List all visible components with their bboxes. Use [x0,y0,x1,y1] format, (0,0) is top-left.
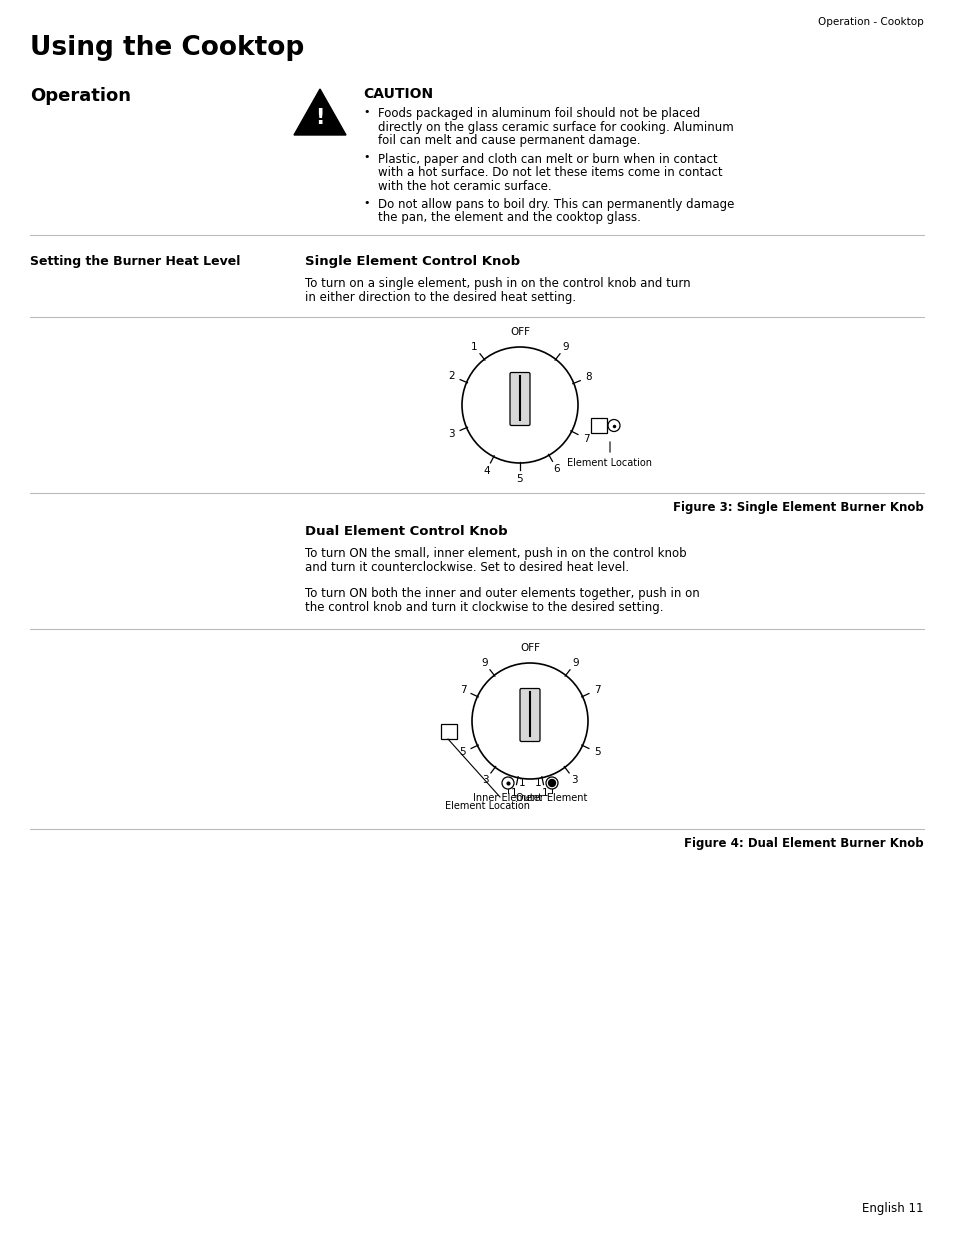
Text: Element Location: Element Location [444,802,530,811]
Text: Single Element Control Knob: Single Element Control Knob [305,254,519,268]
Text: Do not allow pans to boil dry. This can permanently damage: Do not allow pans to boil dry. This can … [377,198,734,211]
Text: Inner Element: Inner Element [473,793,542,803]
Text: •: • [363,107,369,117]
Text: in either direction to the desired heat setting.: in either direction to the desired heat … [305,291,576,304]
Text: foil can melt and cause permanent damage.: foil can melt and cause permanent damage… [377,135,639,147]
Text: the pan, the element and the cooktop glass.: the pan, the element and the cooktop gla… [377,211,640,225]
Text: 3: 3 [448,429,455,438]
Text: and turn it counterclockwise. Set to desired heat level.: and turn it counterclockwise. Set to des… [305,561,628,574]
Text: with the hot ceramic surface.: with the hot ceramic surface. [377,179,551,193]
Text: directly on the glass ceramic surface for cooking. Aluminum: directly on the glass ceramic surface fo… [377,121,733,133]
Text: Foods packaged in aluminum foil should not be placed: Foods packaged in aluminum foil should n… [377,107,700,120]
Text: Operation - Cooktop: Operation - Cooktop [818,17,923,27]
Text: To turn ON the small, inner element, push in on the control knob: To turn ON the small, inner element, pus… [305,547,686,559]
Text: Element Location: Element Location [567,458,652,468]
Text: !: ! [315,107,324,127]
Text: Plastic, paper and cloth can melt or burn when in contact: Plastic, paper and cloth can melt or bur… [377,152,717,165]
Text: CAUTION: CAUTION [363,86,433,101]
Text: Dual Element Control Knob: Dual Element Control Knob [305,525,507,538]
FancyBboxPatch shape [440,724,456,739]
Text: To turn on a single element, push in on the control knob and turn: To turn on a single element, push in on … [305,277,690,290]
Text: 1: 1 [471,342,477,352]
Text: 2: 2 [448,370,455,382]
FancyBboxPatch shape [519,688,539,741]
Polygon shape [294,89,346,135]
Text: 7: 7 [459,684,466,695]
Text: 7: 7 [582,433,589,443]
Text: 9: 9 [561,342,568,352]
Text: To turn ON both the inner and outer elements together, push in on: To turn ON both the inner and outer elem… [305,587,699,600]
Text: 5: 5 [593,747,599,757]
Text: Using the Cooktop: Using the Cooktop [30,35,304,61]
FancyBboxPatch shape [510,373,530,426]
Text: the control knob and turn it clockwise to the desired setting.: the control knob and turn it clockwise t… [305,601,662,614]
Text: OFF: OFF [510,327,530,337]
Text: with a hot surface. Do not let these items come in contact: with a hot surface. Do not let these ite… [377,165,721,179]
Text: 4: 4 [482,466,489,475]
Text: OFF: OFF [519,643,539,653]
Text: 1: 1 [534,778,540,788]
Text: 1: 1 [518,778,525,788]
Text: 9: 9 [480,658,487,668]
Text: 8: 8 [585,372,591,383]
Text: 3: 3 [571,776,578,785]
Text: Outer Element: Outer Element [516,793,587,803]
FancyBboxPatch shape [590,417,606,433]
Text: 7: 7 [593,684,599,695]
Text: 1: 1 [541,788,548,798]
Text: •: • [363,152,369,163]
Text: Figure 4: Dual Element Burner Knob: Figure 4: Dual Element Burner Knob [683,837,923,850]
Text: 5: 5 [517,474,523,484]
Text: 3: 3 [481,776,488,785]
Text: •: • [363,198,369,207]
Text: English 11: English 11 [862,1202,923,1215]
Text: Setting the Burner Heat Level: Setting the Burner Heat Level [30,254,240,268]
Circle shape [548,779,555,787]
Text: 6: 6 [553,464,559,474]
Text: 1: 1 [511,788,517,798]
Text: 9: 9 [572,658,578,668]
Text: 5: 5 [459,747,466,757]
Text: Operation: Operation [30,86,131,105]
Text: Figure 3: Single Element Burner Knob: Figure 3: Single Element Burner Knob [673,501,923,514]
